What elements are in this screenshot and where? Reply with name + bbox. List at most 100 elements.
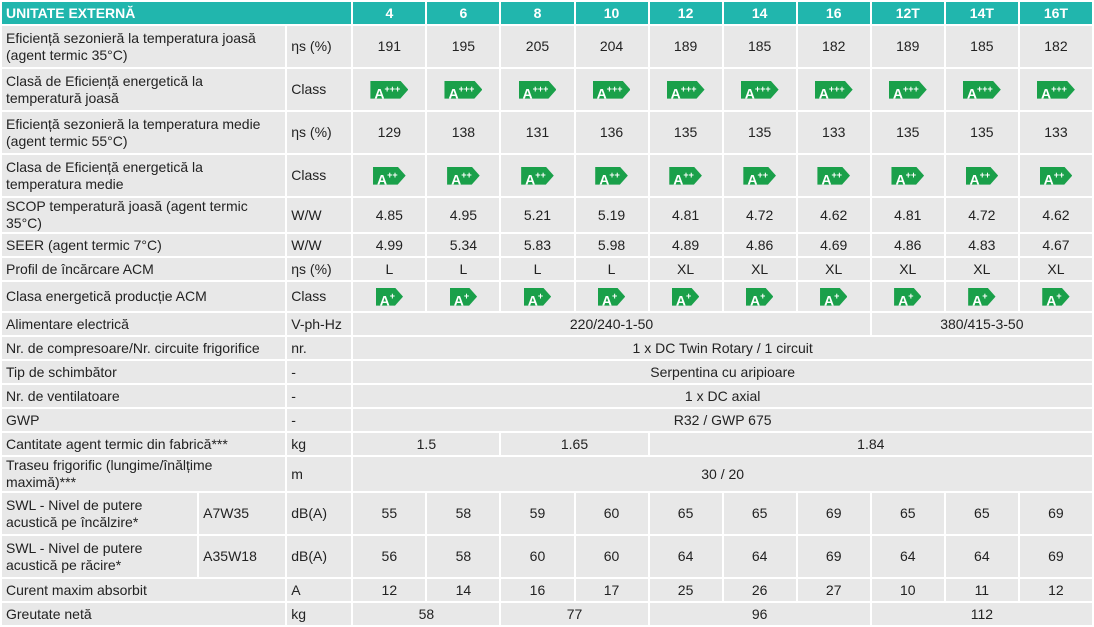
row-unit: W/W [287, 198, 352, 232]
energy-class-badge: A+ [598, 288, 625, 306]
value-cell: 14 [427, 579, 500, 601]
badge-cell: A++ [649, 155, 722, 196]
badge-cell: A++ [353, 155, 426, 196]
value-cell: 195 [427, 26, 500, 67]
badge-cell: A+ [575, 282, 648, 311]
value-cell: 1.84 [649, 433, 1092, 455]
row-label: Clasa energetică producție ACM [2, 282, 286, 311]
value-cell: 135 [649, 112, 722, 153]
value-cell: XL [797, 258, 870, 280]
energy-class-badge: A+ [672, 288, 699, 306]
value-cell: 56 [353, 536, 426, 577]
value-cell: 1 x DC Twin Rotary / 1 circuit [353, 337, 1092, 359]
model-header: 12T [871, 2, 944, 24]
value-cell: 133 [1019, 112, 1092, 153]
value-cell: XL [871, 258, 944, 280]
value-cell: 1.65 [501, 433, 648, 455]
value-cell: 4.72 [723, 198, 796, 232]
table-row: Alimentare electrică V-ph-Hz 220/240-1-5… [2, 313, 1092, 335]
value-cell: 69 [1019, 493, 1092, 534]
badge-cell: A+++ [797, 69, 870, 110]
table-row: SEER (agent termic 7°C) W/W 4.99 5.34 5.… [2, 234, 1092, 256]
value-cell: 65 [945, 493, 1018, 534]
value-cell: L [427, 258, 500, 280]
badge-cell: A+++ [649, 69, 722, 110]
row-label: Traseu frigorific (lungime/înălțime maxi… [2, 457, 286, 491]
energy-class-badge: A+++ [889, 81, 927, 99]
row-unit: Class [287, 282, 352, 311]
row-unit: ηs (%) [287, 258, 352, 280]
value-cell: 4.62 [1019, 198, 1092, 232]
row-unit: kg [287, 603, 352, 625]
value-cell: 5.21 [501, 198, 574, 232]
badge-cell: A+++ [945, 69, 1018, 110]
table-row: Nr. de ventilatoare - 1 x DC axial [2, 385, 1092, 407]
value-cell: 185 [945, 26, 1018, 67]
badge-cell: A++ [575, 155, 648, 196]
row-condition: A7W35 [199, 493, 286, 534]
value-cell: 112 [871, 603, 1092, 625]
value-cell: 16 [501, 579, 574, 601]
model-header: 10 [575, 2, 648, 24]
header-row: UNITATE EXTERNĂ 4 6 8 10 12 14 16 12T 14… [2, 2, 1092, 24]
row-unit: ηs (%) [287, 112, 352, 153]
badge-cell: A++ [871, 155, 944, 196]
table-title: UNITATE EXTERNĂ [2, 2, 352, 24]
value-cell: 135 [945, 112, 1018, 153]
table-row: Tip de schimbător - Serpentina cu aripio… [2, 361, 1092, 383]
badge-cell: A+ [427, 282, 500, 311]
energy-class-badge: A++ [1040, 167, 1073, 185]
table-row: SWL - Nivel de putere acustică pe răcire… [2, 536, 1092, 577]
model-header: 16 [797, 2, 870, 24]
table-row: GWP - R32 / GWP 675 [2, 409, 1092, 431]
value-cell: 4.86 [871, 234, 944, 256]
value-cell: 220/240-1-50 [353, 313, 870, 335]
value-cell: 133 [797, 112, 870, 153]
energy-class-badge: A+ [376, 288, 403, 306]
energy-class-badge: A++ [891, 167, 924, 185]
table-row: Profil de încărcare ACM ηs (%) L L L L X… [2, 258, 1092, 280]
row-condition: A35W18 [199, 536, 286, 577]
value-cell: 27 [797, 579, 870, 601]
row-label: SWL - Nivel de putere acustică pe răcire… [2, 536, 198, 577]
row-label: GWP [2, 409, 286, 431]
value-cell: 30 / 20 [353, 457, 1092, 491]
badge-cell: A+++ [427, 69, 500, 110]
energy-class-badge: A+++ [815, 81, 853, 99]
value-cell: 4.99 [353, 234, 426, 256]
value-cell: 205 [501, 26, 574, 67]
value-cell: 4.69 [797, 234, 870, 256]
badge-cell: A++ [797, 155, 870, 196]
row-unit: W/W [287, 234, 352, 256]
value-cell: 1 x DC axial [353, 385, 1092, 407]
row-label: Nr. de compresoare/Nr. circuite frigorif… [2, 337, 286, 359]
value-cell: 60 [501, 536, 574, 577]
value-cell: 4.86 [723, 234, 796, 256]
value-cell: 5.34 [427, 234, 500, 256]
table-row: SWL - Nivel de putere acustică pe încălz… [2, 493, 1092, 534]
row-unit: dB(A) [287, 536, 352, 577]
row-unit: - [287, 409, 352, 431]
energy-class-badge: A++ [521, 167, 554, 185]
value-cell: 64 [649, 536, 722, 577]
value-cell: 138 [427, 112, 500, 153]
value-cell: 59 [501, 493, 574, 534]
row-label: SEER (agent termic 7°C) [2, 234, 286, 256]
value-cell: 380/415-3-50 [871, 313, 1092, 335]
table-row: Nr. de compresoare/Nr. circuite frigorif… [2, 337, 1092, 359]
value-cell: 58 [427, 536, 500, 577]
value-cell: 185 [723, 26, 796, 67]
value-cell: 69 [797, 536, 870, 577]
badge-cell: A+ [797, 282, 870, 311]
badge-cell: A+ [1019, 282, 1092, 311]
badge-cell: A+ [501, 282, 574, 311]
value-cell: 10 [871, 579, 944, 601]
row-unit: nr. [287, 337, 352, 359]
row-unit: Class [287, 155, 352, 196]
table-row: Clasa energetică producție ACM Class A+ … [2, 282, 1092, 311]
badge-cell: A+++ [501, 69, 574, 110]
badge-cell: A++ [1019, 155, 1092, 196]
badge-cell: A+ [871, 282, 944, 311]
row-unit: - [287, 385, 352, 407]
row-label: Greutate netă [2, 603, 286, 625]
